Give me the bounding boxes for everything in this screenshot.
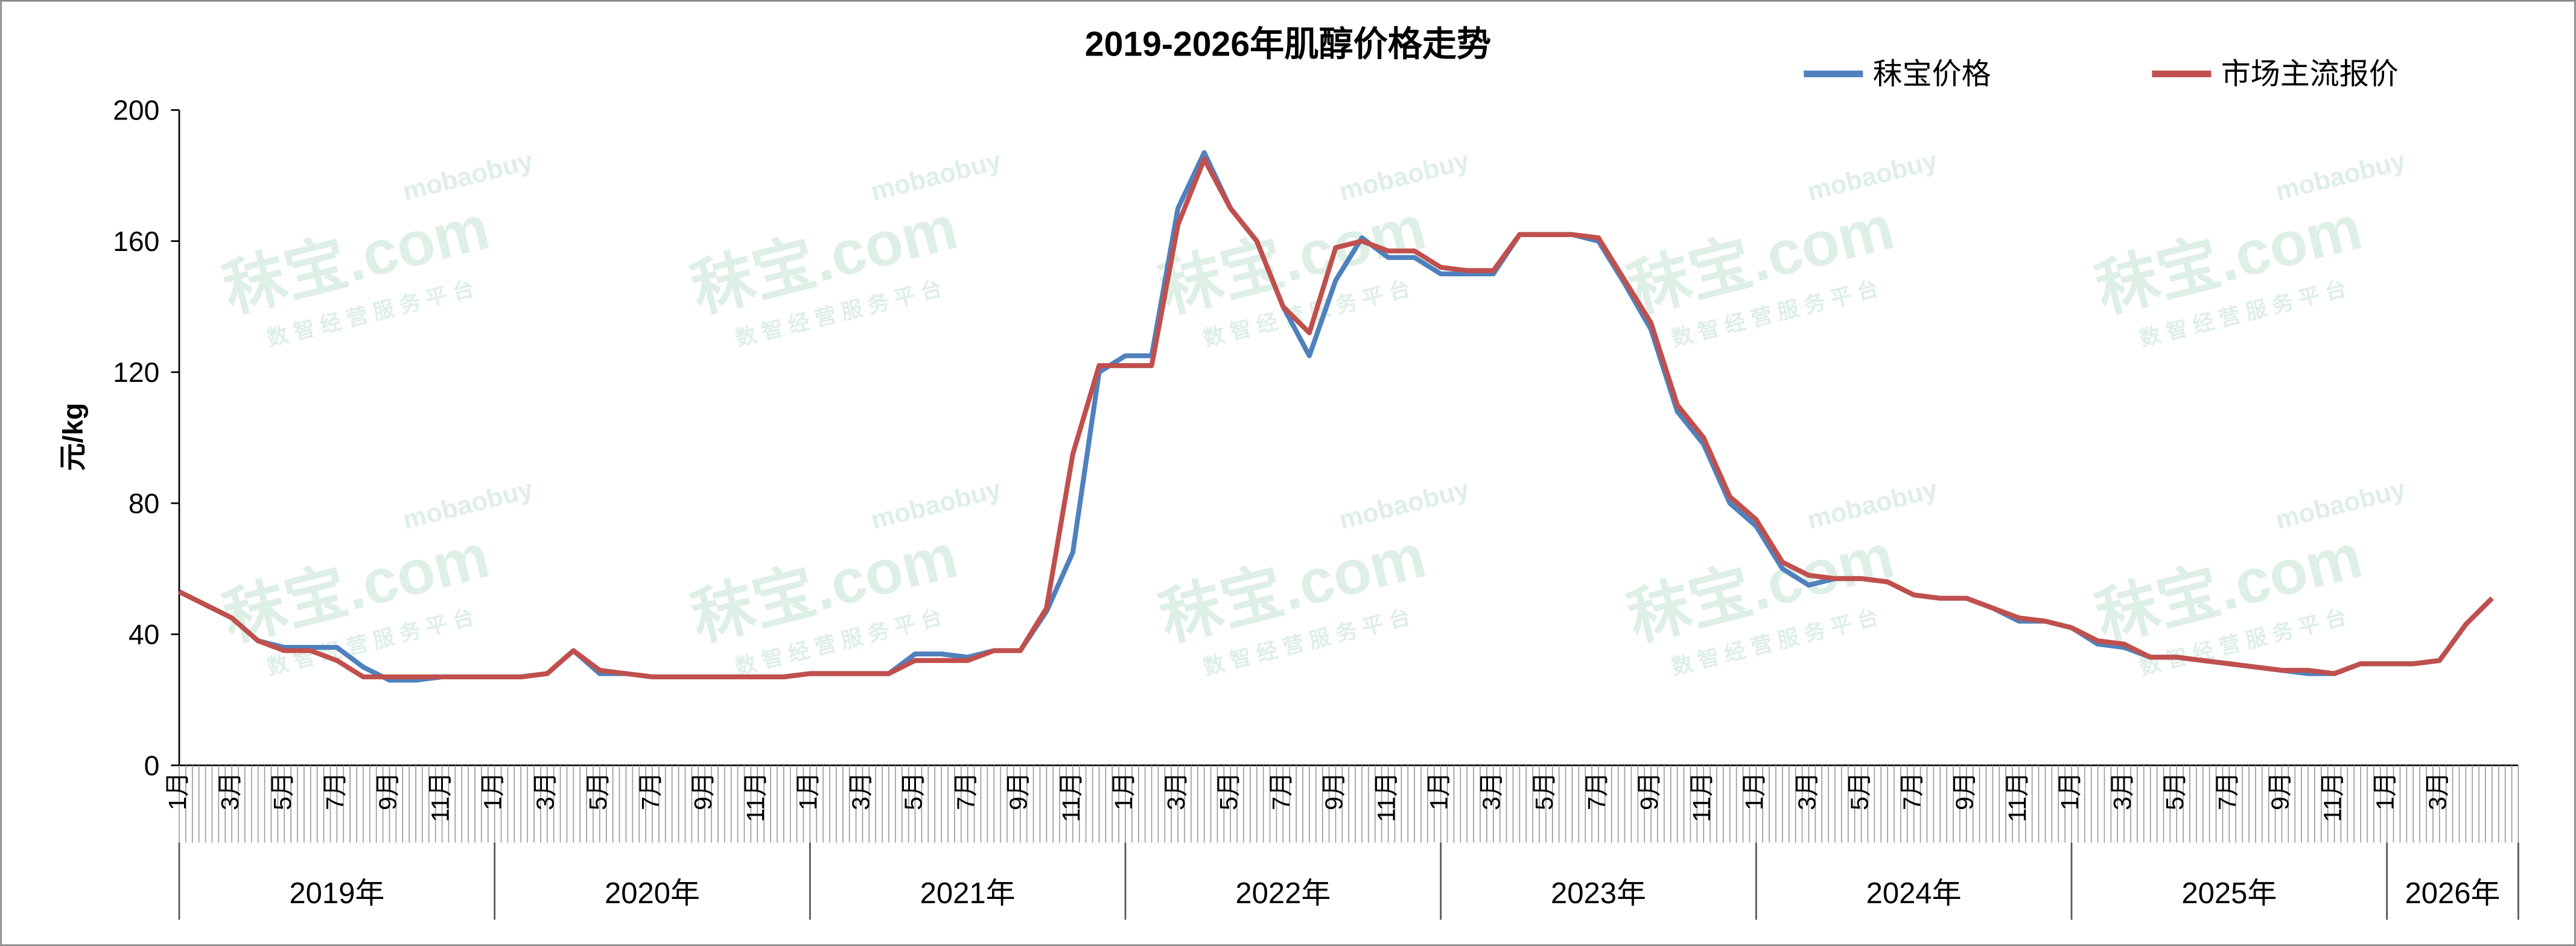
x-tick-label: 5月 <box>2161 772 2189 810</box>
legend-label: 秣宝价格 <box>1873 58 1991 90</box>
x-tick-label: 5月 <box>1215 772 1242 810</box>
x-tick-label: 7月 <box>2213 772 2241 810</box>
x-tick-label: 3月 <box>847 772 874 810</box>
x-tick-label: 11月 <box>742 772 769 822</box>
x-tick-label: 7月 <box>321 772 349 810</box>
x-tick-label: 11月 <box>1057 772 1085 822</box>
x-tick-label: 5月 <box>584 772 612 810</box>
x-tick-label: 9月 <box>374 772 401 810</box>
x-tick-label: 11月 <box>2003 772 2031 822</box>
x-tick-label: 7月 <box>637 772 664 810</box>
y-tick-label: 40 <box>129 619 159 650</box>
x-tick-label: 3月 <box>2108 772 2136 810</box>
x-tick-label: 9月 <box>1951 772 1979 810</box>
x-tick-label: 1月 <box>2371 772 2399 810</box>
x-tick-label: 3月 <box>216 772 244 810</box>
year-label: 2020年 <box>605 877 700 910</box>
x-tick-label: 1月 <box>1425 772 1453 810</box>
year-label: 2021年 <box>920 877 1016 910</box>
x-tick-label: 3月 <box>1162 772 1190 810</box>
x-tick-label: 9月 <box>1320 772 1347 810</box>
x-tick-label: 11月 <box>426 772 454 822</box>
y-tick-label: 0 <box>144 750 160 781</box>
year-label: 2022年 <box>1235 877 1331 910</box>
x-tick-label: 5月 <box>899 772 927 810</box>
x-tick-label: 9月 <box>2266 772 2294 810</box>
y-tick-label: 120 <box>113 357 159 388</box>
y-tick-label: 200 <box>113 95 159 126</box>
x-tick-label: 1月 <box>1110 772 1137 810</box>
year-label: 2026年 <box>2405 877 2501 910</box>
x-tick-label: 9月 <box>1005 772 1032 810</box>
x-tick-label: 1月 <box>794 772 822 810</box>
x-tick-label: 5月 <box>269 772 296 810</box>
x-tick-label: 7月 <box>1583 772 1611 810</box>
x-tick-label: 7月 <box>1267 772 1295 810</box>
x-tick-label: 3月 <box>1793 772 1821 810</box>
x-tick-label: 1月 <box>164 772 191 810</box>
x-tick-label: 11月 <box>1688 772 1716 822</box>
x-tick-label: 5月 <box>1530 772 1558 810</box>
y-tick-label: 160 <box>113 226 159 257</box>
chart-title: 2019-2026年肌醇价格走势 <box>1085 25 1491 64</box>
year-label: 2025年 <box>2181 877 2277 910</box>
x-tick-label: 9月 <box>1635 772 1663 810</box>
x-tick-label: 1月 <box>479 772 507 810</box>
x-tick-label: 3月 <box>2424 772 2452 810</box>
legend-label: 市场主流报价 <box>2221 58 2399 90</box>
y-tick-label: 80 <box>129 487 159 519</box>
x-tick-label: 11月 <box>1372 772 1400 822</box>
x-tick-label: 3月 <box>532 772 559 810</box>
price-line <box>178 156 2494 680</box>
y-axis-label: 元/kg <box>57 403 88 471</box>
x-tick-label: 7月 <box>1898 772 1926 810</box>
x-tick-label: 9月 <box>689 772 717 810</box>
x-tick-label: 3月 <box>1478 772 1506 810</box>
year-label: 2019年 <box>289 877 384 910</box>
x-tick-label: 5月 <box>1845 772 1873 810</box>
x-tick-label: 1月 <box>1740 772 1768 810</box>
x-tick-label: 11月 <box>2318 772 2346 822</box>
x-tick-label: 7月 <box>952 772 980 810</box>
year-label: 2024年 <box>1866 877 1962 910</box>
year-label: 2023年 <box>1551 877 1646 910</box>
x-tick-label: 1月 <box>2056 772 2084 810</box>
